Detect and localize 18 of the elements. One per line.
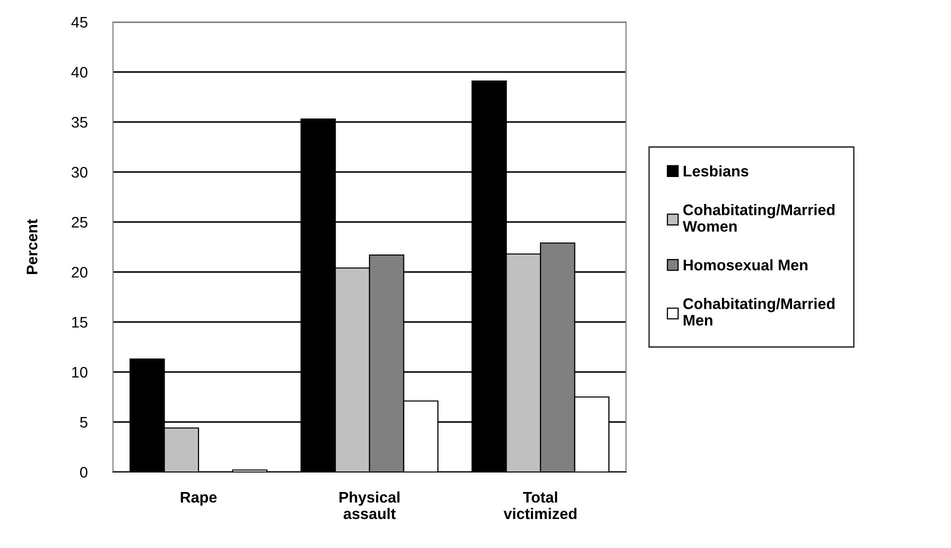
y-tick-label: 35: [72, 116, 88, 128]
x-tick-label: Total victimized: [504, 491, 576, 520]
y-tick-label: 30: [72, 166, 88, 178]
y-tick-label: 25: [72, 216, 88, 228]
y-tick-label: 0: [80, 466, 88, 478]
y-tick-label: 40: [71, 66, 88, 78]
legend-label: Cohabitating/Married Men: [683, 298, 834, 326]
legend-label: Lesbians: [684, 165, 748, 177]
y-tick-label: 20: [72, 266, 88, 278]
y-axis-title: Percent: [26, 219, 38, 274]
x-tick-label: Rape: [180, 492, 217, 506]
x-tick-label: Physical assault: [340, 491, 400, 520]
legend-label: Cohabitating/Married Women: [682, 204, 834, 232]
y-tick-label: 10: [72, 366, 88, 378]
y-tick-label: 5: [80, 417, 88, 428]
y-tick-label: 15: [72, 317, 88, 328]
legend-label: Homosexual Men: [684, 259, 808, 270]
y-tick-label: 45: [71, 17, 88, 28]
